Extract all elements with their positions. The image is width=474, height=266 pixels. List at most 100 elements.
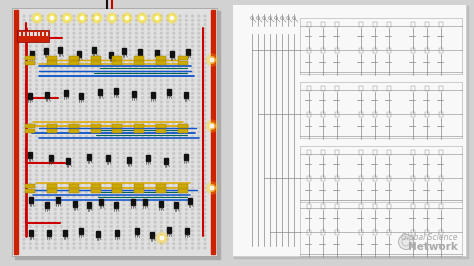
- Circle shape: [185, 45, 187, 47]
- Circle shape: [23, 131, 25, 133]
- Circle shape: [98, 234, 100, 236]
- Circle shape: [198, 24, 200, 26]
- Circle shape: [136, 101, 137, 103]
- Circle shape: [167, 239, 168, 240]
- Circle shape: [98, 110, 100, 111]
- Circle shape: [185, 19, 187, 21]
- Circle shape: [85, 37, 87, 38]
- Circle shape: [73, 84, 75, 86]
- Circle shape: [92, 123, 93, 124]
- Circle shape: [136, 37, 137, 38]
- Bar: [359, 22, 363, 27]
- Circle shape: [79, 80, 81, 81]
- Circle shape: [77, 13, 87, 23]
- Circle shape: [67, 247, 69, 249]
- Circle shape: [167, 144, 168, 146]
- Circle shape: [104, 114, 106, 116]
- Circle shape: [136, 49, 137, 51]
- Circle shape: [73, 114, 75, 116]
- Circle shape: [191, 19, 193, 21]
- Circle shape: [98, 127, 100, 128]
- Circle shape: [29, 200, 31, 202]
- Circle shape: [160, 183, 162, 184]
- Circle shape: [123, 15, 125, 17]
- Circle shape: [117, 28, 118, 30]
- Circle shape: [23, 97, 25, 98]
- Circle shape: [61, 80, 63, 81]
- Circle shape: [185, 144, 187, 146]
- Circle shape: [79, 75, 81, 77]
- Circle shape: [48, 183, 50, 184]
- Circle shape: [173, 58, 175, 60]
- Circle shape: [160, 97, 162, 98]
- Circle shape: [154, 71, 156, 73]
- Circle shape: [98, 183, 100, 184]
- Bar: [135, 228, 138, 235]
- Circle shape: [67, 41, 69, 43]
- Circle shape: [36, 28, 37, 30]
- Circle shape: [36, 71, 37, 73]
- Circle shape: [110, 191, 112, 193]
- Circle shape: [104, 105, 106, 107]
- Circle shape: [79, 28, 81, 30]
- Circle shape: [104, 243, 106, 245]
- Circle shape: [92, 204, 93, 206]
- Circle shape: [185, 71, 187, 73]
- Circle shape: [48, 170, 50, 172]
- Circle shape: [191, 157, 193, 159]
- Circle shape: [55, 41, 56, 43]
- Circle shape: [117, 114, 118, 116]
- Circle shape: [129, 226, 131, 227]
- Circle shape: [110, 75, 112, 77]
- Circle shape: [160, 209, 162, 210]
- Circle shape: [173, 118, 175, 120]
- Circle shape: [117, 45, 118, 47]
- Circle shape: [136, 178, 137, 180]
- Circle shape: [129, 183, 131, 184]
- Circle shape: [198, 97, 200, 98]
- Circle shape: [136, 45, 137, 47]
- Circle shape: [110, 131, 112, 133]
- Circle shape: [79, 54, 81, 56]
- Circle shape: [204, 114, 206, 116]
- Bar: [91, 129, 100, 133]
- Circle shape: [148, 239, 150, 240]
- Circle shape: [85, 183, 87, 184]
- Circle shape: [36, 161, 37, 163]
- Circle shape: [79, 118, 81, 120]
- Circle shape: [104, 58, 106, 60]
- Circle shape: [204, 24, 206, 26]
- Circle shape: [185, 170, 187, 172]
- Circle shape: [73, 178, 75, 180]
- Circle shape: [154, 41, 156, 43]
- Circle shape: [29, 80, 31, 81]
- Circle shape: [110, 226, 112, 227]
- Bar: [46, 92, 49, 98]
- Circle shape: [167, 84, 168, 86]
- Circle shape: [67, 187, 69, 189]
- Circle shape: [167, 217, 168, 219]
- Circle shape: [167, 221, 168, 223]
- Circle shape: [48, 204, 50, 206]
- Circle shape: [79, 200, 81, 202]
- Circle shape: [42, 165, 44, 167]
- Bar: [439, 204, 443, 209]
- Circle shape: [36, 239, 37, 240]
- Circle shape: [92, 41, 93, 43]
- Circle shape: [154, 157, 156, 159]
- Circle shape: [191, 71, 193, 73]
- Circle shape: [136, 62, 137, 64]
- Circle shape: [136, 148, 137, 150]
- Circle shape: [179, 58, 181, 60]
- Circle shape: [148, 165, 150, 167]
- Circle shape: [154, 226, 156, 227]
- Circle shape: [179, 140, 181, 142]
- Circle shape: [148, 148, 150, 150]
- Bar: [321, 86, 325, 91]
- Circle shape: [61, 226, 63, 227]
- Circle shape: [34, 15, 40, 21]
- Circle shape: [61, 28, 63, 30]
- Circle shape: [67, 97, 69, 98]
- Circle shape: [42, 243, 44, 245]
- Circle shape: [142, 58, 144, 60]
